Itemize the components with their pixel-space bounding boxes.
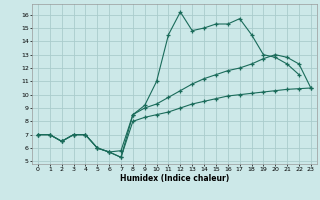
X-axis label: Humidex (Indice chaleur): Humidex (Indice chaleur): [120, 174, 229, 183]
